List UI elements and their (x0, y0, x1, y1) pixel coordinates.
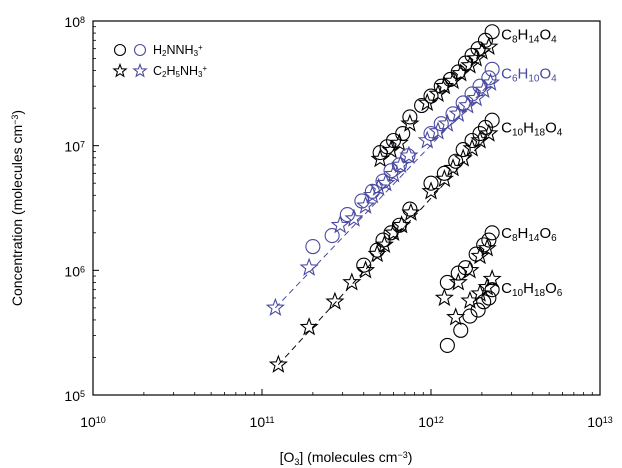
y-tick-label: 108 (64, 14, 85, 30)
circle-point (433, 116, 449, 132)
plot-frame (92, 20, 601, 396)
star-point (265, 297, 285, 317)
star-point (477, 238, 497, 257)
series-label: C8H14O6 (501, 225, 557, 244)
series-label: C10H18O4 (501, 119, 563, 138)
star-point (367, 244, 387, 263)
star-point (374, 234, 394, 254)
circle-point (339, 207, 355, 223)
series-label: C8H14O4 (501, 26, 557, 45)
legend-marker (113, 43, 127, 57)
circle-point (484, 112, 500, 128)
series-label: C6H10O4 (501, 65, 557, 84)
star-point (381, 140, 401, 159)
circle-point (484, 225, 500, 241)
legend-marker (112, 62, 128, 78)
circle-point (423, 175, 439, 191)
star-point (401, 202, 421, 221)
circle-point (484, 24, 500, 40)
circle-point (414, 97, 430, 114)
x-axis-label: [O3] (molecules cm−3) (280, 449, 413, 467)
star-point (480, 72, 501, 91)
star-point (428, 83, 448, 103)
star-point (434, 168, 454, 188)
star-point (268, 354, 288, 373)
circle-point (484, 61, 500, 77)
star-point (344, 208, 364, 227)
circle-point (453, 322, 469, 338)
x-tick-label: 1011 (250, 414, 275, 430)
star-point (362, 185, 382, 204)
star-point (434, 287, 454, 307)
circle-point (356, 257, 372, 273)
circle-point (455, 142, 471, 158)
star-point (330, 215, 350, 234)
star-point (355, 195, 376, 214)
circle-point (448, 153, 464, 169)
circle-point (324, 228, 340, 244)
star-point (421, 181, 441, 200)
star-point (299, 257, 319, 276)
star-point (460, 260, 480, 279)
legend: H2NNH3+ C2H5NH3+ (112, 43, 207, 79)
legend-label: C2H5NH3+ (153, 64, 207, 79)
y-axis-label: Concentration (molecules cm−3) (9, 110, 25, 306)
y-tick-label: 106 (64, 263, 85, 279)
circle-point (402, 109, 418, 125)
star-point (389, 132, 409, 152)
legend-label: H2NNH3+ (153, 43, 203, 58)
star-point (482, 269, 502, 288)
star-point (428, 121, 448, 140)
star-point (479, 123, 499, 142)
circle-point (423, 126, 439, 142)
circle-point (305, 239, 321, 255)
star-point (453, 148, 473, 167)
circle-point (472, 126, 488, 142)
legend-marker (133, 43, 147, 57)
x-tick-label: 1010 (80, 414, 106, 430)
star-point (369, 177, 389, 196)
x-tick-label: 1013 (587, 414, 613, 430)
circle-point (423, 88, 439, 104)
star-point (448, 272, 468, 291)
star-point (390, 154, 411, 174)
star-point (470, 283, 490, 302)
y-tick-label: 107 (64, 139, 85, 155)
circle-point (439, 274, 455, 290)
series-labels: C8H14O4 C6H10O4 C10H18O4 C8H14O6 C10H18O6 (501, 26, 563, 299)
star-point (325, 291, 345, 310)
star-point (443, 158, 463, 177)
star-point (376, 173, 396, 192)
star-point (472, 41, 492, 60)
star-point (479, 36, 499, 56)
star-point (466, 88, 486, 107)
star-point (446, 307, 466, 326)
legend-marker (132, 62, 148, 78)
star-point (299, 317, 319, 336)
circle-point (470, 302, 486, 318)
y-tick-label: 105 (64, 388, 85, 404)
star-point (470, 246, 490, 265)
star-point (400, 113, 420, 132)
star-point (392, 215, 412, 234)
star-point (383, 164, 404, 183)
star-point (477, 277, 497, 296)
star-point (342, 272, 362, 291)
circle-point (439, 337, 455, 353)
star-point (399, 145, 419, 164)
star-point (355, 260, 376, 279)
circle-point (481, 70, 497, 86)
axis-ticks: 1010 1011 1012 1013 105 106 107 108 (64, 14, 612, 430)
star-point (370, 149, 390, 168)
star-point (434, 76, 454, 95)
circle-point (481, 232, 497, 248)
x-tick-label: 1012 (418, 414, 444, 430)
series-label: C10H18O6 (501, 280, 563, 299)
data-markers (265, 24, 502, 373)
circle-point (402, 201, 418, 217)
star-point (470, 130, 490, 149)
